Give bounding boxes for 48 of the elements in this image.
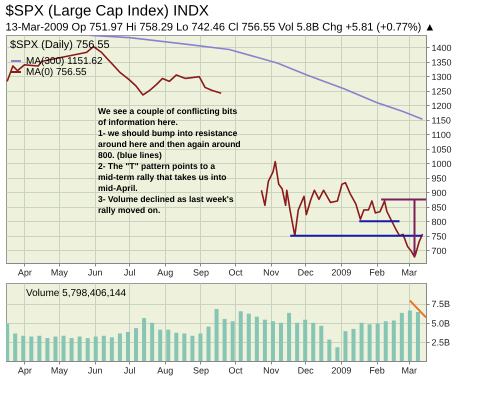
y-tick-label: 1050 [432,144,452,154]
x-tick-label: Jun [88,268,102,278]
y-tick-label: 850 [432,202,447,212]
x-tick-label: Apr [18,268,32,278]
y-tick-label: 1150 [432,115,451,126]
y-tick-label: 1250 [432,86,452,96]
y-tick-label: 1350 [432,57,452,68]
x-tick-label: Jul [124,268,136,278]
y-tick-label: 1300 [432,72,452,82]
x-tick-label: Nov [263,366,280,376]
x-tick-label: Feb [369,268,385,278]
y-tick-label: 750 [432,231,447,242]
x-tick-label: 2009 [331,366,352,376]
y-tick-label: 2.5B [432,337,450,348]
legend-label: MA(0) 756.55 [26,67,88,78]
x-tick-label: Oct [228,268,243,278]
x-tick-label: Oct [228,366,243,376]
x-tick-label: Apr [18,366,32,376]
text: Volume 5,798,406,144 [26,288,127,299]
x-tick-label: Aug [157,268,174,278]
y-tick-label: 950 [432,173,447,184]
y-tick-label: 1400 [432,42,452,53]
text: We see a couple of conflicting bits of information here. 1- we should bump into resistance around here and then again around 800. (blue lines) 2- The "T" pattern points to a mid-term rally that takes us into mid-April. 3- Volume declined as last week's rally moved on. [98,106,241,215]
x-tick-label: Jul [124,366,136,376]
y-tick-label: 7.5B [432,299,450,310]
y-tick-label: 1100 [432,130,451,140]
x-tick-label: Dec [298,366,314,376]
x-tick-label: Dec [298,268,314,278]
x-tick-label: May [50,366,68,376]
legend-title: $SPX (Daily) 756.55 [10,39,110,51]
x-tick-label: Jun [88,366,102,376]
y-tick-label: 800 [432,216,447,227]
y-tick-label: 1000 [432,158,452,169]
x-tick-label: Nov [263,268,280,278]
x-tick-label: Sep [192,268,209,278]
x-tick-label: May [50,268,68,278]
y-tick-label: 700 [432,246,447,256]
x-tick-label: Feb [369,366,385,376]
x-tick-label: Aug [157,366,174,376]
chart-title: $SPX (Large Cap Index) INDX [6,2,209,20]
y-tick-label: 1200 [432,100,452,111]
x-tick-label: 2009 [331,268,352,278]
y-tick-label: 900 [432,188,447,198]
x-tick-label: Mar [401,268,417,278]
x-tick-label: Mar [401,366,417,376]
chart-subtitle: 13-Mar-2009 Op 751.97 Hi 758.29 Lo 742.46 Cl 756.55 Vol 5.8B Chg +5.81 (+0.77%) ▲ [6,22,436,34]
x-tick-label: Sep [192,366,209,376]
y-tick-label: 5.0B [432,318,450,328]
